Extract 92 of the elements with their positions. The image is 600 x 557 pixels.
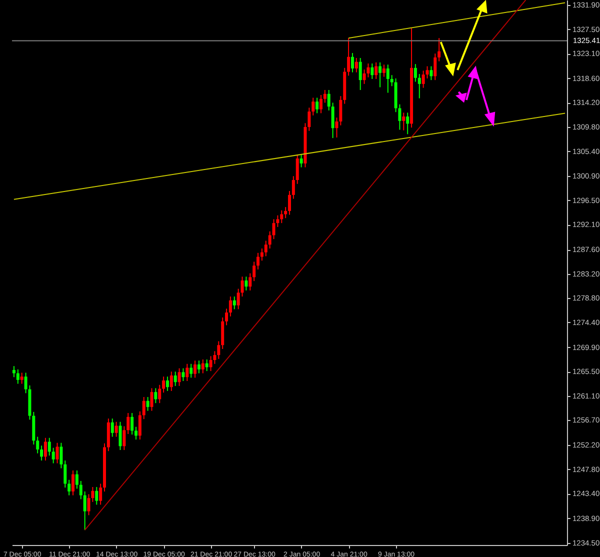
candlestick: [48, 437, 51, 456]
candlestick: [244, 276, 248, 291]
candlestick: [110, 418, 114, 438]
candlestick: [390, 74, 394, 87]
candlestick: [99, 483, 102, 506]
candlestick: [166, 376, 169, 392]
candlestick: [228, 296, 232, 317]
candlestick: [292, 176, 295, 200]
candlestick: [232, 296, 236, 310]
candlestick: [205, 358, 208, 372]
candlestick: [138, 410, 142, 440]
candlestick: [280, 210, 284, 224]
candlestick: [194, 360, 197, 378]
candlestick: [236, 288, 240, 310]
candlestick: [327, 90, 330, 111]
candlestick: [197, 360, 200, 374]
candlestick: [79, 480, 82, 500]
candlestick: [75, 470, 78, 490]
candlestick: [252, 261, 256, 282]
candlestick: [248, 272, 252, 291]
candlestick: [374, 62, 378, 80]
candlestick: [268, 230, 272, 249]
candlestick: [256, 252, 260, 270]
candlestick: [335, 117, 338, 138]
candlestick: [430, 66, 433, 81]
candlestick: [52, 447, 55, 464]
candlestick: [154, 388, 158, 404]
candlestick: [64, 460, 67, 488]
candlestick: [72, 470, 75, 496]
candlestick: [386, 64, 390, 94]
candlestick: [122, 426, 126, 451]
candlestick: [323, 90, 326, 104]
candlestick: [170, 371, 173, 392]
candlestick: [68, 479, 71, 496]
candlestick: [114, 421, 118, 438]
candlestick: [95, 486, 98, 506]
candlestick: [358, 57, 362, 91]
candlestick: [354, 57, 358, 73]
candlestick: [134, 426, 138, 440]
candlestick: [438, 38, 441, 62]
candlestick: [414, 64, 417, 82]
candlestick: [162, 376, 166, 394]
candlestick: [347, 38, 350, 76]
candlestick: [83, 490, 86, 531]
candlestick: [339, 96, 342, 126]
candlestick: [36, 436, 40, 454]
candlestick: [240, 276, 244, 298]
candlestick: [201, 358, 204, 374]
candlestick: [12, 366, 16, 378]
candlestick: [190, 363, 193, 378]
candlestick: [402, 112, 406, 131]
candlestick: [434, 53, 437, 81]
candlestick: [382, 64, 386, 78]
candlestick: [284, 206, 288, 219]
candlestick: [221, 317, 224, 350]
candlestick: [370, 63, 374, 80]
candlestick: [146, 396, 150, 412]
candlestick: [300, 154, 303, 168]
candlestick: [288, 190, 291, 216]
candlestick: [142, 396, 146, 420]
candlestick: [331, 102, 334, 139]
candlestick: [426, 66, 429, 79]
candlestick: [174, 371, 177, 386]
candlestick: [264, 240, 268, 257]
candlestick: [182, 368, 185, 382]
candlestick: [130, 412, 134, 436]
candlestick: [422, 70, 425, 88]
candlestick: [312, 97, 315, 116]
candlestick: [272, 218, 276, 240]
candlestick: [60, 442, 63, 469]
candlestick: [126, 412, 130, 435]
candlestick: [40, 445, 44, 462]
candlestick: [56, 442, 59, 464]
candlestick: [406, 112, 410, 135]
candlestick: [350, 52, 354, 73]
candlestick: [418, 73, 421, 99]
candlestick: [319, 94, 322, 114]
candlestick: [16, 368, 20, 384]
candlestick: [150, 388, 154, 412]
candlestick: [186, 363, 189, 382]
candlestick: [260, 248, 264, 262]
candlestick: [316, 97, 319, 114]
candlestick: [296, 154, 299, 184]
candlestick: [20, 372, 24, 384]
candlestick: [178, 368, 181, 386]
candlestick: [158, 384, 162, 404]
candlestick: [217, 340, 220, 360]
candlestick: [225, 308, 228, 326]
candlestick: [308, 107, 311, 132]
candlestick: [118, 421, 122, 451]
candlestick: [44, 437, 47, 462]
candlestick: [378, 62, 382, 88]
